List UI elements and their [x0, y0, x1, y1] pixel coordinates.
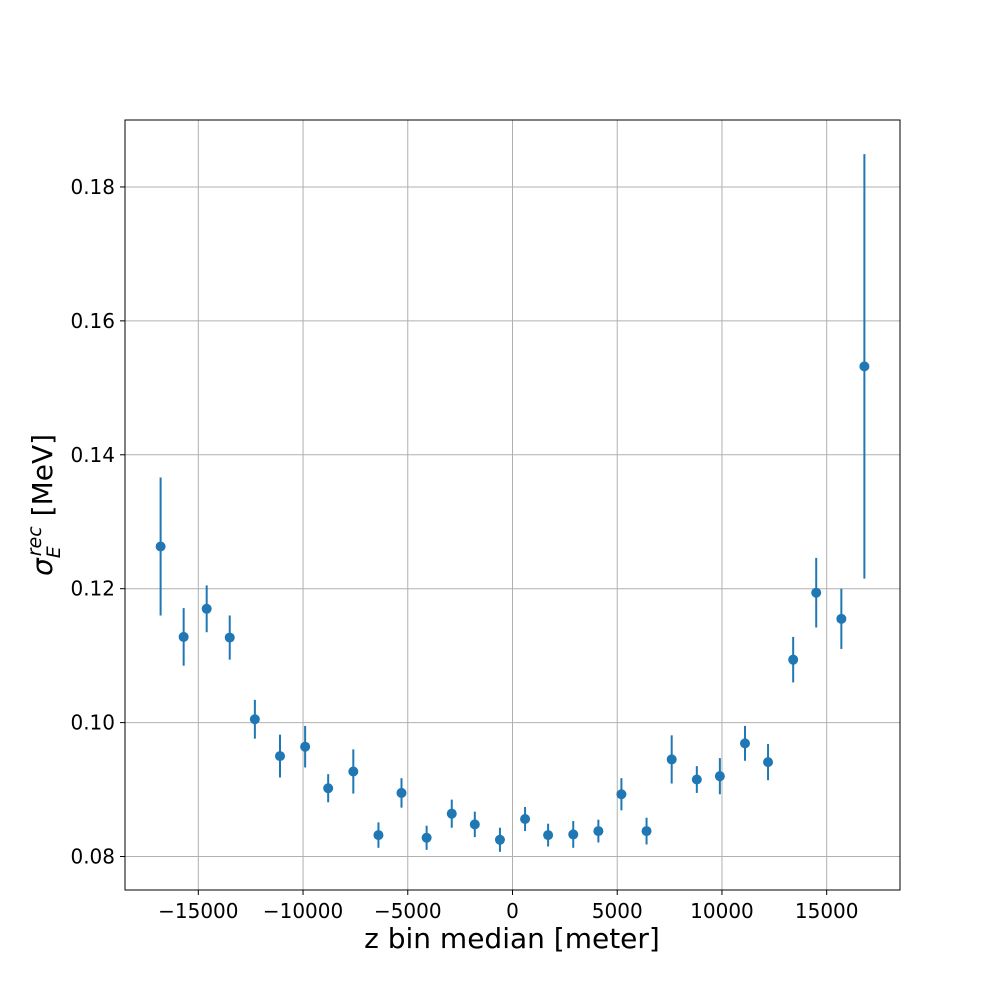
- y-axis-superscript: rec: [24, 526, 46, 557]
- x-tick-label: 5000: [592, 899, 643, 923]
- data-points: [155, 361, 870, 845]
- y-tick-label: 0.18: [70, 175, 115, 199]
- data-point: [641, 826, 652, 837]
- y-tick-labels: 0.08 0.10 0.12 0.14 0.16 0.18: [70, 175, 115, 869]
- x-tick-labels: −15000 −10000 −5000 0 5000 10000 15000: [158, 899, 858, 923]
- data-point: [691, 774, 702, 785]
- y-axis-unit: [MeV]: [26, 434, 59, 516]
- data-point: [666, 754, 677, 765]
- data-point: [740, 738, 750, 749]
- data-point: [446, 808, 457, 819]
- x-tick-label: 0: [506, 899, 519, 923]
- data-point: [593, 826, 604, 837]
- x-tick-label: −10000: [263, 899, 343, 923]
- y-tick-label: 0.12: [70, 577, 115, 601]
- x-tick-label: 15000: [795, 899, 859, 923]
- data-point: [616, 789, 627, 800]
- y-tick-label: 0.08: [70, 845, 115, 869]
- data-point: [763, 757, 774, 768]
- data-point: [249, 714, 260, 725]
- data-point: [178, 631, 189, 642]
- data-point: [421, 832, 432, 843]
- y-axis-subscript: E: [43, 546, 65, 558]
- data-point: [811, 587, 822, 598]
- data-point: [469, 819, 480, 830]
- x-tick-label: 10000: [690, 899, 754, 923]
- data-point: [788, 654, 799, 665]
- axis-ticks: [120, 186, 828, 895]
- y-axis-title: σErec [MeV]: [24, 434, 65, 576]
- grid: [125, 120, 900, 890]
- data-point: [373, 830, 384, 841]
- data-point: [224, 632, 235, 643]
- data-point: [201, 603, 212, 614]
- data-point: [543, 830, 554, 841]
- data-point: [348, 766, 359, 777]
- plot-frame: [124, 119, 901, 891]
- data-point: [494, 834, 505, 845]
- x-tick-label: −5000: [374, 899, 442, 923]
- data-point: [568, 829, 579, 840]
- y-tick-label: 0.14: [70, 443, 115, 467]
- x-tick-label: −15000: [158, 899, 238, 923]
- data-point: [520, 814, 531, 825]
- y-tick-label: 0.16: [70, 309, 115, 333]
- data-point: [396, 787, 407, 798]
- data-point: [155, 541, 166, 552]
- data-point: [275, 751, 285, 762]
- data-point: [836, 613, 847, 624]
- data-point: [714, 771, 725, 782]
- y-axis-symbol: σ: [26, 557, 59, 576]
- data-point: [300, 741, 311, 752]
- data-point: [323, 783, 334, 794]
- y-tick-label: 0.10: [70, 711, 115, 735]
- x-axis-title: z bin median [meter]: [364, 922, 660, 955]
- data-point: [859, 361, 870, 372]
